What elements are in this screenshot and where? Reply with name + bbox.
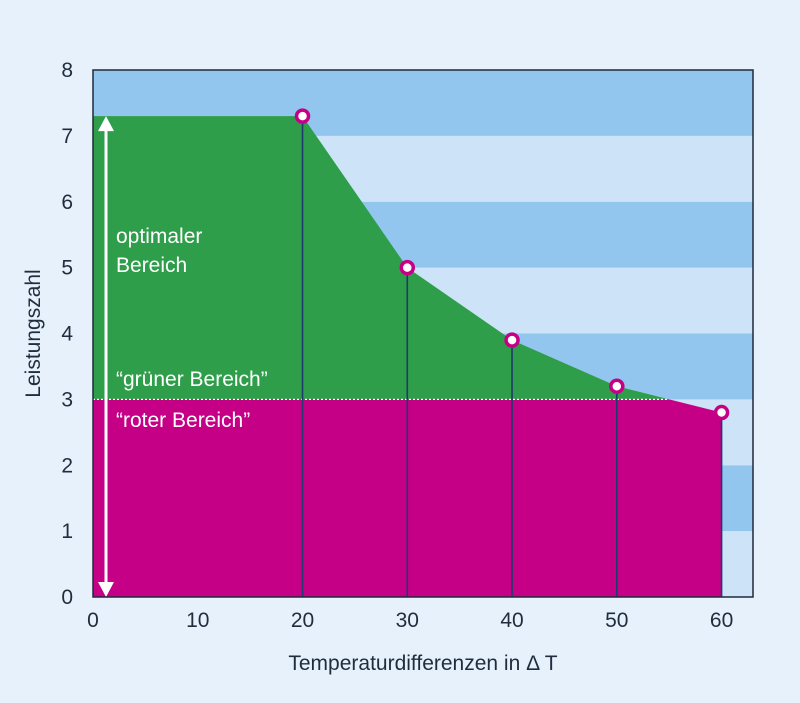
green-range-label: “grüner Bereich” xyxy=(116,368,268,391)
optimal-range-label-line2: Bereich xyxy=(116,254,187,277)
data-point xyxy=(713,404,730,421)
data-point xyxy=(399,259,416,276)
x-axis-title: Temperaturdifferenzen in Δ T xyxy=(288,652,557,675)
drop-lines xyxy=(301,116,723,597)
x-tick-label: 10 xyxy=(186,609,209,632)
data-point xyxy=(609,378,625,394)
x-tick-label: 40 xyxy=(500,609,523,632)
arrow-head-down xyxy=(98,582,114,597)
data-markers xyxy=(294,108,730,421)
x-tick-label: 20 xyxy=(291,609,314,632)
y-axis-ticks: 0 1 2 3 4 5 6 7 8 xyxy=(61,59,73,609)
y-tick-label: 6 xyxy=(61,191,73,214)
y-tick-label: 8 xyxy=(61,59,73,82)
y-tick-label: 5 xyxy=(61,257,73,280)
optimal-range-label-line1: optimaler xyxy=(116,225,202,248)
range-arrow xyxy=(98,116,114,597)
data-point xyxy=(504,332,520,348)
x-tick-label: 50 xyxy=(605,609,628,632)
arrow-head-up xyxy=(98,116,114,132)
x-axis-ticks: 0 10 20 30 40 50 60 xyxy=(87,609,733,632)
green-area xyxy=(93,116,670,400)
red-range-label: “roter Bereich” xyxy=(116,409,250,432)
y-tick-label: 4 xyxy=(61,323,73,346)
y-axis-title: Leistungszahl xyxy=(22,269,45,397)
plot-frame xyxy=(92,69,754,598)
y-tick-label: 2 xyxy=(61,454,73,477)
x-tick-label: 0 xyxy=(87,609,99,632)
y-tick-label: 0 xyxy=(61,586,73,609)
x-tick-label: 60 xyxy=(710,609,733,632)
x-tick-label: 30 xyxy=(396,609,419,632)
y-tick-label: 7 xyxy=(61,125,73,148)
data-point xyxy=(294,108,311,124)
y-tick-label: 1 xyxy=(61,520,73,543)
y-tick-label: 3 xyxy=(61,388,73,411)
